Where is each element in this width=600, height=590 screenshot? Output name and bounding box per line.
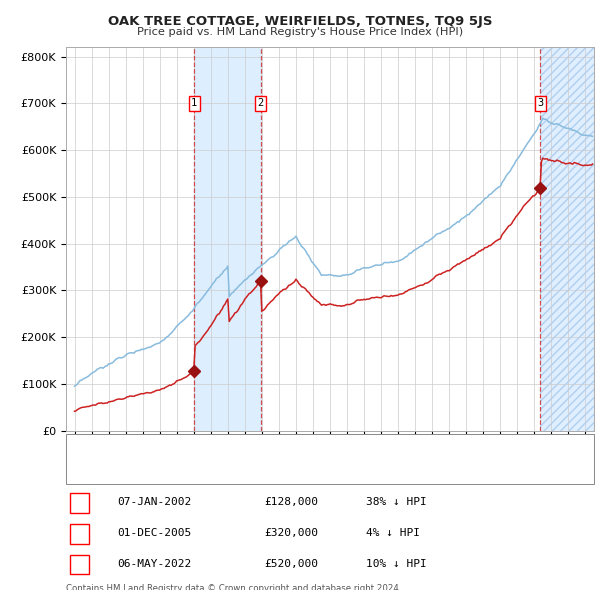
Text: 1: 1 [76, 497, 83, 507]
Text: 2: 2 [76, 528, 83, 538]
Text: 3: 3 [76, 559, 83, 569]
Text: 38% ↓ HPI: 38% ↓ HPI [366, 497, 427, 507]
Text: OAK TREE COTTAGE, WEIRFIELDS, TOTNES, TQ9 5JS: OAK TREE COTTAGE, WEIRFIELDS, TOTNES, TQ… [108, 15, 492, 28]
Text: 01-DEC-2005: 01-DEC-2005 [117, 528, 191, 538]
Bar [541, 47, 594, 431]
Text: £320,000: £320,000 [264, 528, 318, 538]
Text: 06-MAY-2022: 06-MAY-2022 [117, 559, 191, 569]
Text: 10% ↓ HPI: 10% ↓ HPI [366, 559, 427, 569]
Text: OAK TREE COTTAGE, WEIRFIELDS, TOTNES, TQ9 5JS (detached house): OAK TREE COTTAGE, WEIRFIELDS, TOTNES, TQ… [113, 445, 461, 455]
Text: 1: 1 [191, 99, 197, 109]
Text: 4% ↓ HPI: 4% ↓ HPI [366, 528, 420, 538]
Text: £128,000: £128,000 [264, 497, 318, 507]
Text: 07-JAN-2002: 07-JAN-2002 [117, 497, 191, 507]
Text: Price paid vs. HM Land Registry's House Price Index (HPI): Price paid vs. HM Land Registry's House … [137, 27, 463, 37]
Text: 2: 2 [257, 99, 263, 109]
Text: HPI: Average price, detached house, South Hams: HPI: Average price, detached house, Sout… [113, 466, 358, 476]
Text: 3: 3 [537, 99, 544, 109]
Text: £520,000: £520,000 [264, 559, 318, 569]
Text: Contains HM Land Registry data © Crown copyright and database right 2024.
This d: Contains HM Land Registry data © Crown c… [66, 584, 401, 590]
Bar [194, 47, 260, 431]
